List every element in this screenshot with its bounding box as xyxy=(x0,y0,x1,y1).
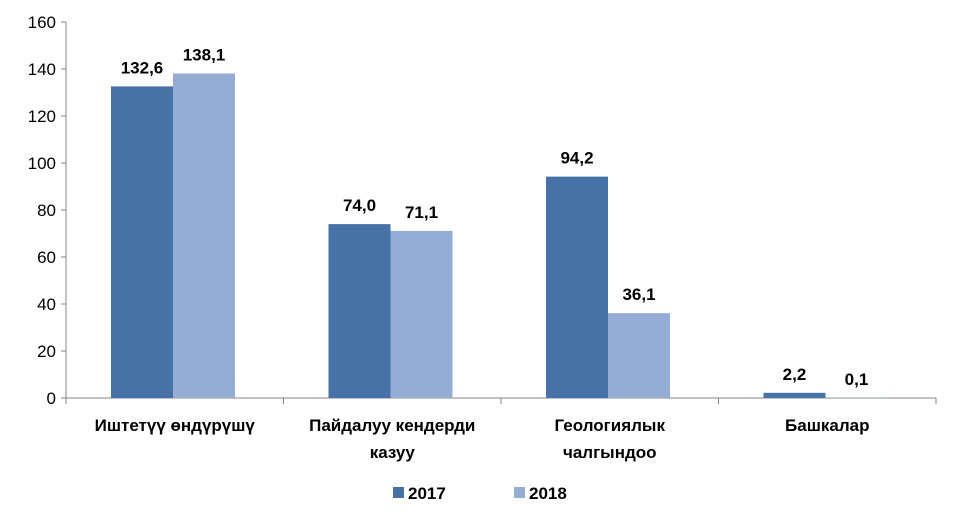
data-label: 74,0 xyxy=(343,196,376,215)
x-category-label: Башкалар xyxy=(785,416,869,435)
x-category-label: Иштетүү өндүрүшү xyxy=(95,416,256,435)
y-tick-label: 60 xyxy=(37,248,56,267)
legend-label: 2017 xyxy=(408,484,446,503)
y-tick-label: 80 xyxy=(37,201,56,220)
bar-2018 xyxy=(173,73,235,398)
x-category-label: Геологиялык xyxy=(555,416,666,435)
x-category-label: Пайдалуу кендерди xyxy=(309,416,475,435)
bar-2018 xyxy=(608,313,670,398)
bar-2017 xyxy=(111,86,173,398)
x-category-label: чалгындоо xyxy=(563,443,657,462)
data-label: 94,2 xyxy=(560,149,593,168)
bar-2017 xyxy=(329,224,391,398)
bar-2017 xyxy=(546,177,608,398)
bar-2018 xyxy=(391,231,453,398)
data-label: 2,2 xyxy=(783,365,807,384)
legend-label: 2018 xyxy=(529,484,567,503)
legend-swatch-2017 xyxy=(393,487,404,498)
y-tick-label: 40 xyxy=(37,295,56,314)
bar-2017 xyxy=(764,393,826,398)
x-category-label: казуу xyxy=(370,443,416,462)
legend-swatch-2018 xyxy=(514,487,525,498)
data-label: 0,1 xyxy=(845,370,869,389)
y-tick-label: 20 xyxy=(37,342,56,361)
data-label: 132,6 xyxy=(121,58,164,77)
y-tick-label: 0 xyxy=(47,389,56,408)
y-tick-label: 160 xyxy=(28,13,56,32)
data-label: 71,1 xyxy=(405,203,438,222)
data-label: 138,1 xyxy=(183,45,226,64)
y-tick-label: 120 xyxy=(28,107,56,126)
y-tick-label: 100 xyxy=(28,154,56,173)
data-label: 36,1 xyxy=(622,285,655,304)
y-tick-label: 140 xyxy=(28,60,56,79)
